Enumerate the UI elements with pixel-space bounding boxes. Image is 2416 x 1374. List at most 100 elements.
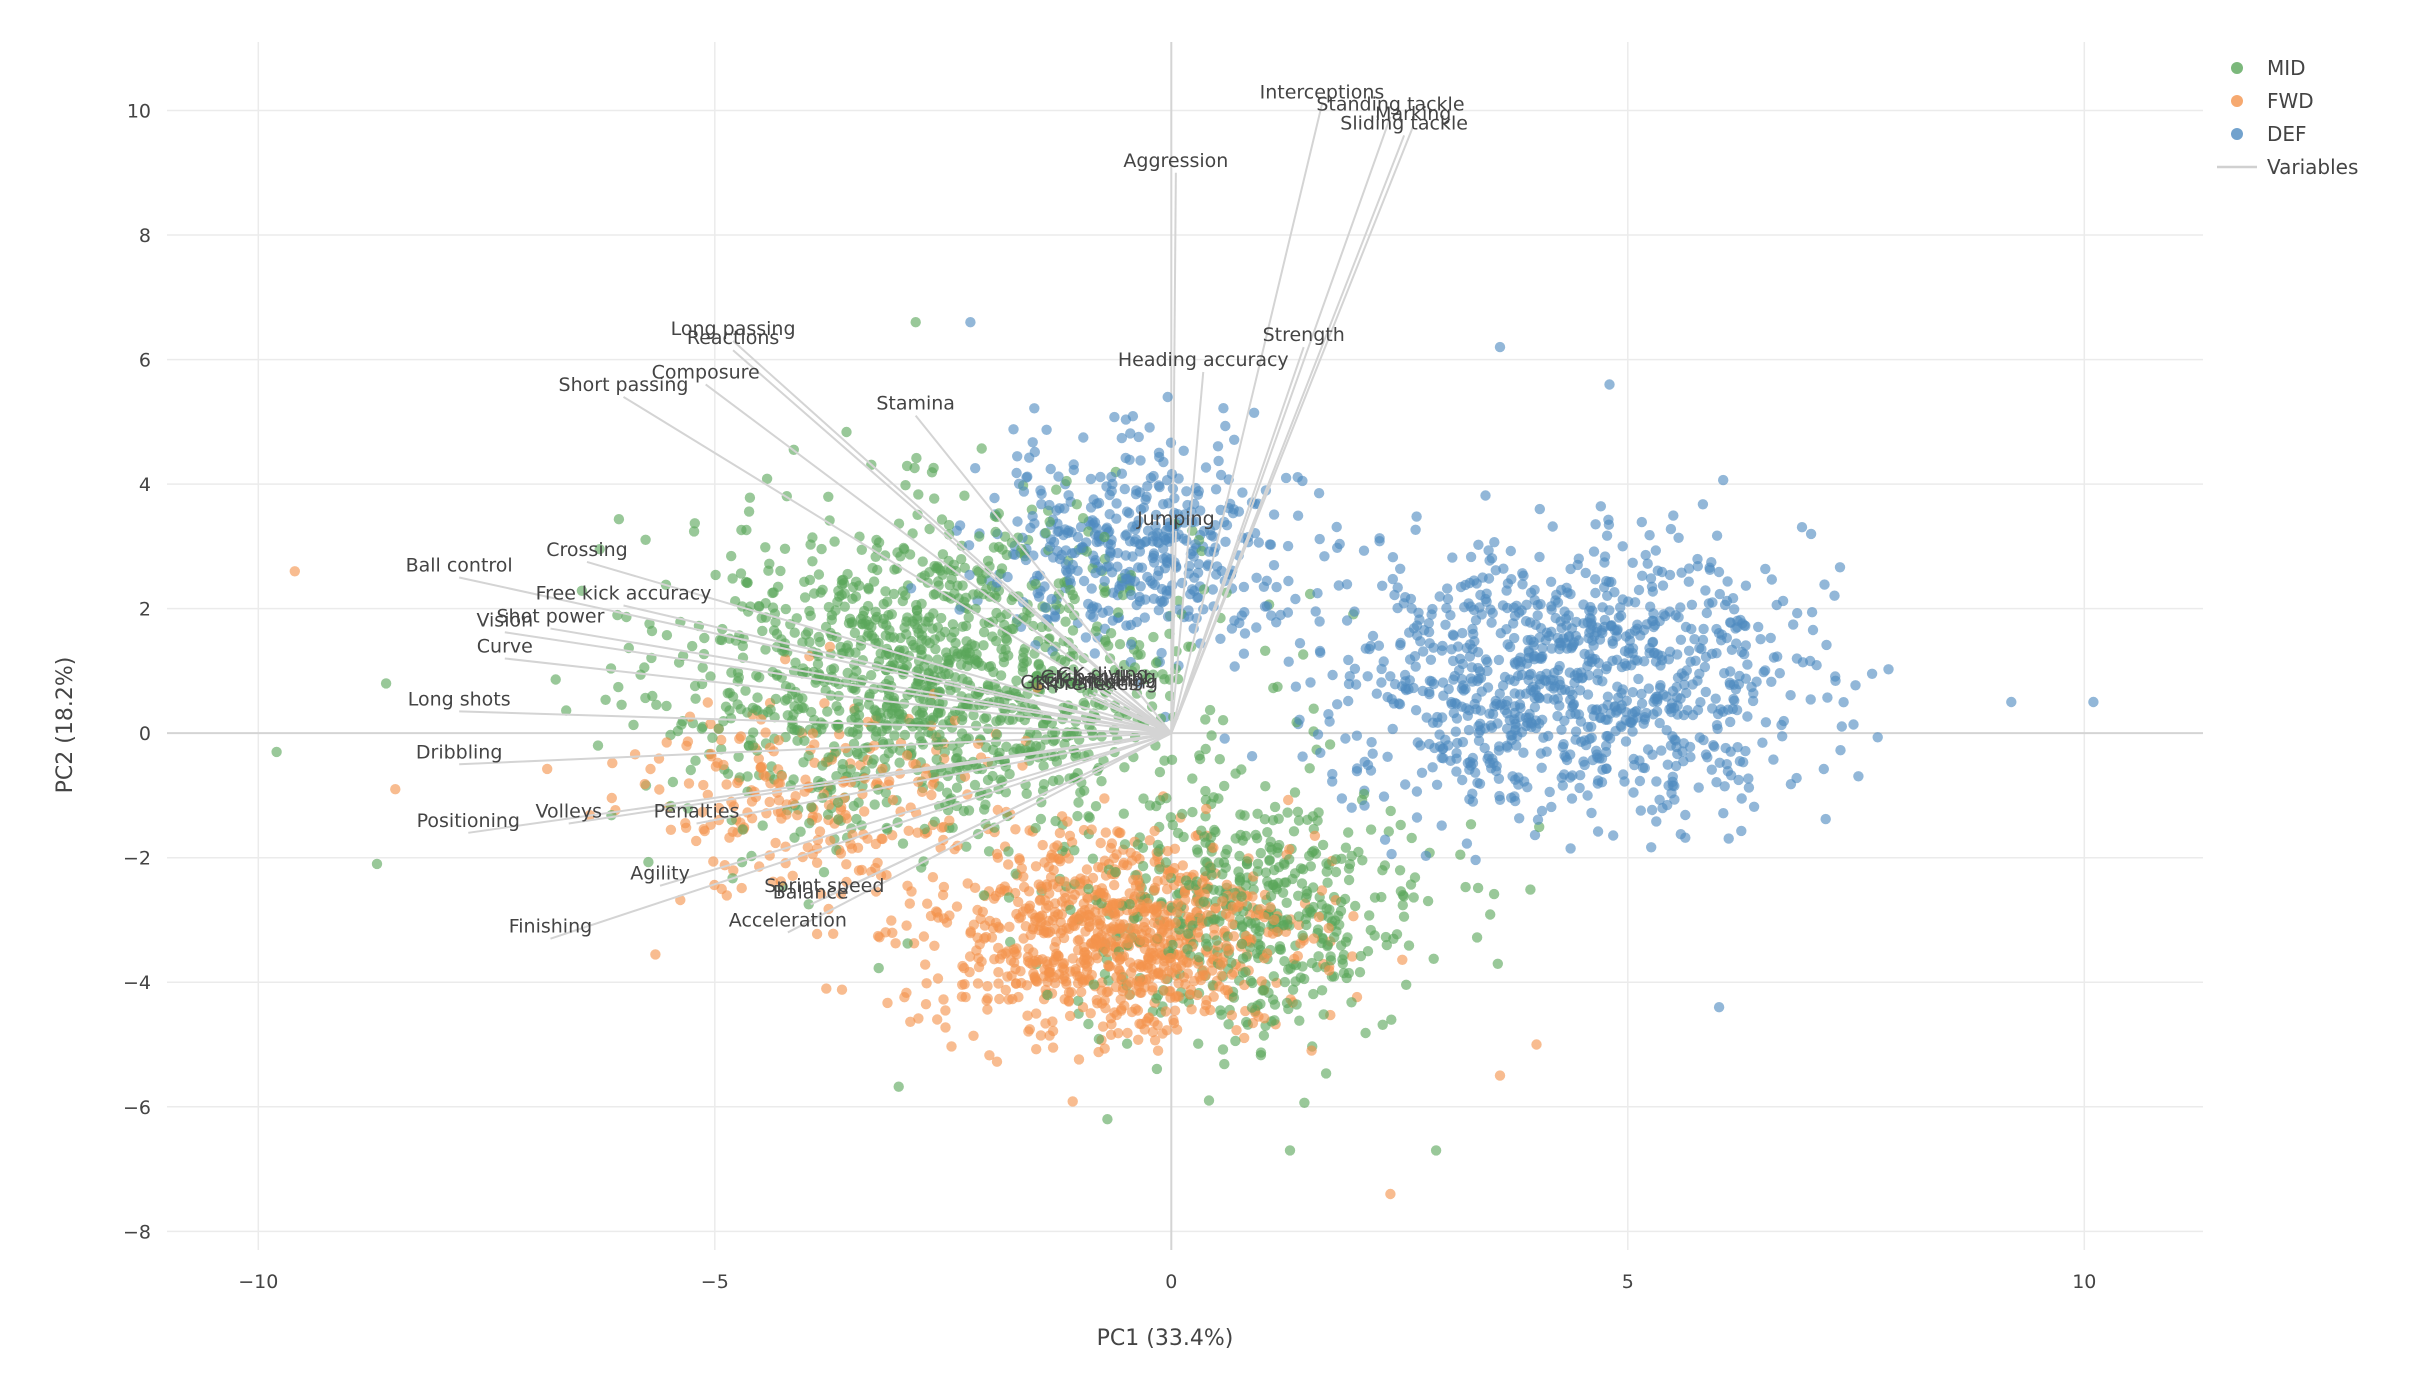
point-mid [807,532,818,543]
point-mid [1068,676,1080,687]
point-mid [988,666,999,678]
point-def [1134,539,1145,550]
point-fwd [993,978,1004,989]
point-fwd [1010,824,1021,835]
point-fwd [1212,952,1223,963]
point-fwd [1093,1046,1104,1058]
point-fwd [859,806,870,817]
point-def [1447,552,1458,563]
point-mid [822,706,833,717]
point-mid [1279,976,1291,988]
point-fwd [606,792,617,804]
point-fwd [1112,826,1123,837]
point-mid [826,610,838,621]
variable-vector [810,732,1172,906]
point-mid [849,627,861,639]
point-def [1111,513,1122,524]
point-fwd [1047,1042,1059,1053]
point-def [1565,749,1576,760]
point-def [1665,523,1677,535]
point-mid [1340,842,1352,853]
point-def [1638,624,1650,636]
point-def [1563,610,1574,621]
point-mid [1017,666,1029,677]
point-def [1571,616,1582,628]
point-fwd [708,856,719,867]
point-fwd [809,757,820,768]
point-mid [1281,897,1292,908]
point-mid [1369,930,1380,941]
point-mid [635,669,646,680]
point-mid [1289,787,1301,798]
x-tick-label: 10 [2072,1271,2096,1293]
point-fwd [1161,1025,1173,1036]
point-mid [1279,956,1290,967]
point-mid [592,740,604,751]
point-mid [1075,787,1086,798]
point-def [1072,531,1084,543]
point-mid [978,627,990,638]
point-fwd [1095,837,1106,849]
point-mid [1321,858,1332,869]
point-fwd [1348,911,1359,922]
point-mid [913,627,924,639]
variable-vector [504,631,1172,735]
point-def [1514,711,1525,723]
point-fwd [800,774,811,785]
point-def [1107,478,1118,490]
point-def [965,317,976,328]
point-fwd [1047,1025,1059,1037]
point-mid [271,746,282,758]
point-mid [1294,1015,1305,1026]
point-mid [770,617,781,628]
point-def [1411,812,1423,823]
point-def [1428,642,1439,653]
point-fwd [1226,1010,1238,1021]
point-fwd [1043,967,1055,978]
point-def [1054,503,1065,514]
point-mid [1217,1044,1229,1055]
point-def [1239,628,1251,639]
point-fwd [1072,978,1084,989]
point-mid [1240,966,1251,978]
point-fwd [702,789,713,800]
point-def [1747,695,1759,707]
point-mid [813,631,824,643]
point-mid [833,722,844,733]
point-mid [710,569,721,581]
point-mid [1284,854,1295,865]
point-fwd [939,753,950,764]
point-def [1379,834,1391,845]
point-def [1536,762,1547,773]
point-mid [1321,866,1332,877]
point-mid [867,562,878,574]
point-def [1686,599,1698,610]
point-def [1144,422,1155,433]
point-mid [976,575,987,586]
point-fwd [1201,995,1212,1006]
point-def [1156,583,1168,595]
point-def [1501,585,1512,596]
point-mid [1172,673,1184,685]
point-mid [1132,839,1144,850]
point-mid [1145,689,1157,700]
point-mid [1330,854,1342,865]
point-def [1053,471,1064,482]
point-fwd [1162,845,1173,857]
point-def [1492,718,1503,729]
point-fwd [1531,1039,1542,1050]
point-def [1179,509,1191,520]
point-mid [936,612,947,624]
point-def [1451,713,1463,724]
point-mid [941,787,953,798]
point-def [1587,635,1598,646]
point-def [1568,639,1579,651]
point-fwd [1128,874,1139,886]
point-def [1616,661,1628,673]
variable-label: Interceptions [1260,81,1385,103]
variable-vector [659,732,1172,887]
point-fwd [1067,953,1079,964]
point-fwd [821,983,832,994]
point-mid [1218,857,1230,868]
point-mid [1065,904,1076,915]
